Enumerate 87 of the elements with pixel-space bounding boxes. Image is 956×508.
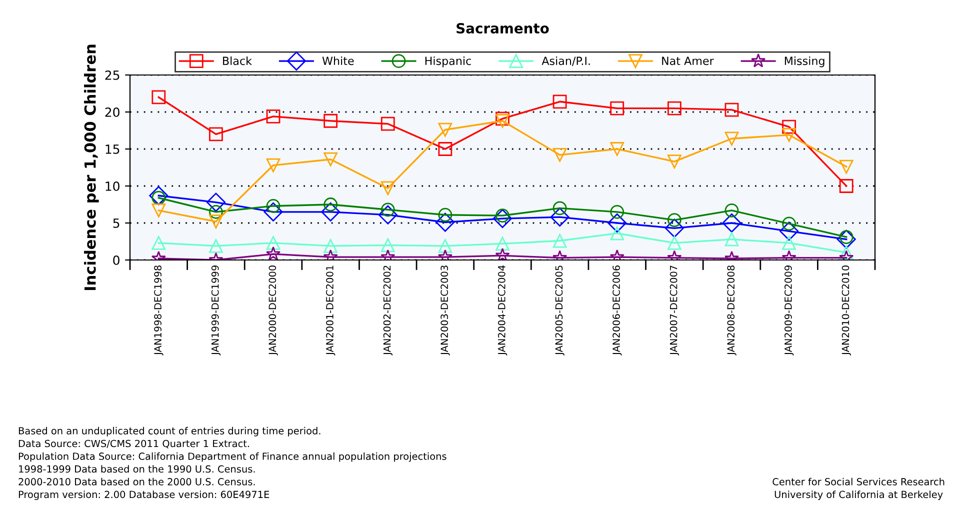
point (667, 236, 682, 250)
x-tick-label: JAN2005-DEC2005 (555, 266, 564, 356)
x-tick-label: JAN2002-DEC2002 (383, 266, 393, 356)
point (724, 132, 739, 146)
point (152, 236, 166, 250)
point (438, 142, 452, 156)
point (667, 213, 682, 227)
legend-label: Black (223, 56, 252, 66)
point (839, 179, 854, 193)
y-tick-label: 20 (105, 107, 120, 117)
point (492, 209, 512, 228)
point (610, 226, 624, 240)
point (610, 204, 624, 219)
x-tick-label: JAN1998-DEC1998 (154, 266, 164, 356)
point (496, 236, 510, 251)
point (324, 114, 338, 128)
x-tick-label: JAN2000-DEC2000 (268, 266, 278, 356)
point (552, 148, 567, 162)
point (266, 236, 280, 250)
point (206, 192, 226, 212)
x-tick-label: JAN2004-DEC2004 (498, 265, 508, 356)
point (836, 230, 856, 249)
x-tick-label: JAN2006-DEC2006 (612, 265, 622, 356)
point (782, 120, 796, 134)
point (380, 116, 395, 131)
point (324, 198, 338, 212)
point (378, 205, 398, 224)
y-tick-label: 15 (106, 144, 120, 154)
point (667, 154, 682, 169)
legend-label: Missing (784, 56, 824, 68)
point (209, 127, 223, 142)
point (550, 208, 570, 227)
x-tick-label: JAN2007-DEC2007 (670, 266, 680, 356)
point (438, 238, 452, 253)
text: Based on an unduplicated count of entries during time period. Data Source: CWS/CMS 2011 Quarter 1 Extract. Population Data Source: California Department of Finance annual population projections 1998-1999 Data based on the 1990 U.S. Census. 2000-2010 Data based on the 2000 U.S. Census. Program version: 2.00 Database version: 60E4971E (18, 426, 446, 500)
point (552, 201, 567, 216)
point (664, 218, 684, 238)
text: Center for Social Services Research University of California at Berkeley (772, 478, 944, 500)
point (152, 203, 166, 218)
point (839, 246, 854, 260)
point (782, 236, 796, 250)
y-tick-label: 5 (113, 218, 120, 228)
point (782, 128, 796, 142)
point (264, 202, 283, 222)
point (266, 246, 281, 260)
point (667, 101, 682, 116)
point (722, 213, 742, 233)
y-tick-label: 10 (106, 181, 120, 191)
y-axis-title: Incidence per 1,000 Children (84, 44, 99, 290)
x-tick-label: JAN2009-DEC2009 (784, 266, 794, 356)
legend-label: White (322, 56, 354, 66)
point (438, 122, 452, 137)
point (324, 152, 338, 166)
point (724, 203, 739, 218)
point (149, 186, 168, 206)
point (724, 102, 739, 117)
point (209, 238, 223, 253)
point (608, 213, 627, 233)
point (610, 142, 624, 156)
legend-label: Nat Amer (662, 56, 714, 66)
point (266, 158, 280, 172)
point (552, 234, 567, 248)
point (780, 222, 799, 241)
x-tick-label: JAN2003-DEC2003 (440, 266, 450, 356)
point (324, 238, 338, 253)
point (209, 204, 223, 219)
y-tick-label: 0 (113, 255, 120, 265)
point (610, 101, 624, 116)
point (724, 232, 739, 246)
legend-label: Hispanic (425, 56, 471, 68)
chart-title: Sacramento (456, 23, 549, 34)
point (438, 208, 452, 222)
point (839, 160, 854, 174)
point (266, 109, 280, 124)
point (552, 94, 567, 109)
point (152, 90, 166, 104)
x-tick-label: JAN2010-DEC2010 (842, 266, 851, 356)
point (380, 181, 395, 196)
legend-label: Asian/P.I. (542, 56, 590, 66)
point (321, 202, 340, 222)
x-tick-label: JAN2001-DEC2001 (326, 266, 336, 356)
point (209, 214, 223, 228)
x-tick-label: JAN2008-DEC2008 (727, 266, 736, 356)
point (380, 238, 395, 252)
point (436, 212, 455, 232)
x-tick-label: JAN1999-DEC1999 (211, 266, 221, 356)
y-tick-label: 25 (105, 70, 120, 80)
